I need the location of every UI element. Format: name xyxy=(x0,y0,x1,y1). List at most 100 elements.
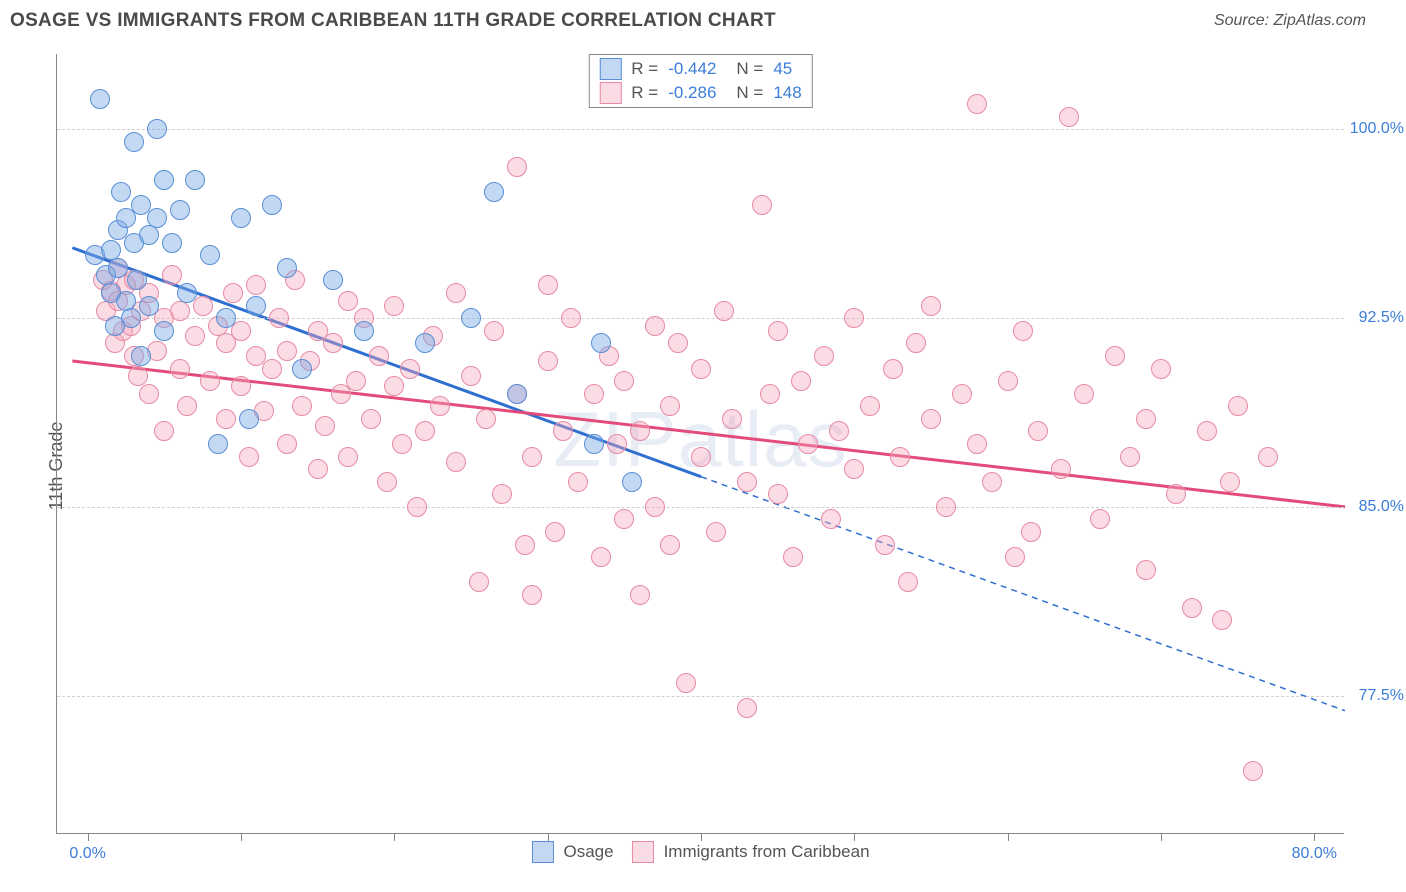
data-point xyxy=(752,195,772,215)
data-point xyxy=(1059,107,1079,127)
data-point xyxy=(507,384,527,404)
data-point xyxy=(121,308,141,328)
r-label: R = xyxy=(631,81,658,105)
data-point xyxy=(492,484,512,504)
data-point xyxy=(1105,346,1125,366)
data-point xyxy=(561,308,581,328)
data-point xyxy=(223,283,243,303)
data-point xyxy=(346,371,366,391)
data-point xyxy=(545,522,565,542)
data-point xyxy=(660,396,680,416)
data-point xyxy=(246,296,266,316)
gridline xyxy=(57,129,1344,130)
chart-area: 11th Grade ZIPatlas R =-0.442N =45R =-0.… xyxy=(0,40,1406,892)
data-point xyxy=(906,333,926,353)
data-point xyxy=(898,572,918,592)
data-point xyxy=(430,396,450,416)
data-point xyxy=(622,472,642,492)
data-point xyxy=(177,283,197,303)
data-point xyxy=(139,384,159,404)
data-point xyxy=(162,265,182,285)
data-point xyxy=(936,497,956,517)
y-tick-label: 92.5% xyxy=(1349,309,1404,327)
data-point xyxy=(645,316,665,336)
stats-legend-row: R =-0.286N =148 xyxy=(599,81,801,105)
n-label: N = xyxy=(736,81,763,105)
data-point xyxy=(591,547,611,567)
data-point xyxy=(814,346,834,366)
data-point xyxy=(308,459,328,479)
data-point xyxy=(522,585,542,605)
series-legend: Osage Immigrants from Caribbean xyxy=(531,841,869,863)
data-point xyxy=(522,447,542,467)
data-point xyxy=(1197,421,1217,441)
data-point xyxy=(446,283,466,303)
data-point xyxy=(338,291,358,311)
data-point xyxy=(1182,598,1202,618)
x-tick-label: 80.0% xyxy=(1292,845,1337,863)
legend-item: Immigrants from Caribbean xyxy=(632,841,870,863)
data-point xyxy=(277,258,297,278)
data-point xyxy=(630,421,650,441)
data-point xyxy=(323,333,343,353)
legend-label: Osage xyxy=(563,842,613,862)
data-point xyxy=(185,326,205,346)
data-point xyxy=(131,346,151,366)
data-point xyxy=(1051,459,1071,479)
data-point xyxy=(538,351,558,371)
y-tick-label: 77.5% xyxy=(1349,687,1404,705)
data-point xyxy=(154,170,174,190)
data-point xyxy=(791,371,811,391)
data-point xyxy=(798,434,818,454)
data-point xyxy=(676,673,696,693)
data-point xyxy=(607,434,627,454)
data-point xyxy=(714,301,734,321)
data-point xyxy=(821,509,841,529)
data-point xyxy=(139,225,159,245)
data-point xyxy=(967,94,987,114)
data-point xyxy=(691,447,711,467)
data-point xyxy=(277,434,297,454)
legend-swatch xyxy=(531,841,553,863)
data-point xyxy=(1166,484,1186,504)
data-point xyxy=(1220,472,1240,492)
data-point xyxy=(630,585,650,605)
data-point xyxy=(568,472,588,492)
data-point xyxy=(415,421,435,441)
plot-region: ZIPatlas R =-0.442N =45R =-0.286N =148 O… xyxy=(56,54,1344,834)
data-point xyxy=(553,421,573,441)
data-point xyxy=(124,132,144,152)
data-point xyxy=(469,572,489,592)
legend-label: Immigrants from Caribbean xyxy=(664,842,870,862)
data-point xyxy=(139,296,159,316)
legend-item: Osage xyxy=(531,841,613,863)
data-point xyxy=(921,409,941,429)
x-tick xyxy=(1314,833,1315,841)
data-point xyxy=(392,434,412,454)
data-point xyxy=(277,341,297,361)
data-point xyxy=(1028,421,1048,441)
data-point xyxy=(292,359,312,379)
data-point xyxy=(1013,321,1033,341)
data-point xyxy=(952,384,972,404)
data-point xyxy=(484,321,504,341)
data-point xyxy=(1005,547,1025,567)
data-point xyxy=(384,296,404,316)
data-point xyxy=(584,384,604,404)
data-point xyxy=(90,89,110,109)
data-point xyxy=(967,434,987,454)
data-point xyxy=(246,275,266,295)
data-point xyxy=(722,409,742,429)
data-point xyxy=(668,333,688,353)
data-point xyxy=(1151,359,1171,379)
data-point xyxy=(538,275,558,295)
n-value: 148 xyxy=(773,81,801,105)
data-point xyxy=(645,497,665,517)
data-point xyxy=(768,484,788,504)
chart-header: OSAGE VS IMMIGRANTS FROM CARIBBEAN 11TH … xyxy=(0,0,1406,36)
data-point xyxy=(584,434,604,454)
data-point xyxy=(860,396,880,416)
data-point xyxy=(614,371,634,391)
data-point xyxy=(231,376,251,396)
data-point xyxy=(170,301,190,321)
